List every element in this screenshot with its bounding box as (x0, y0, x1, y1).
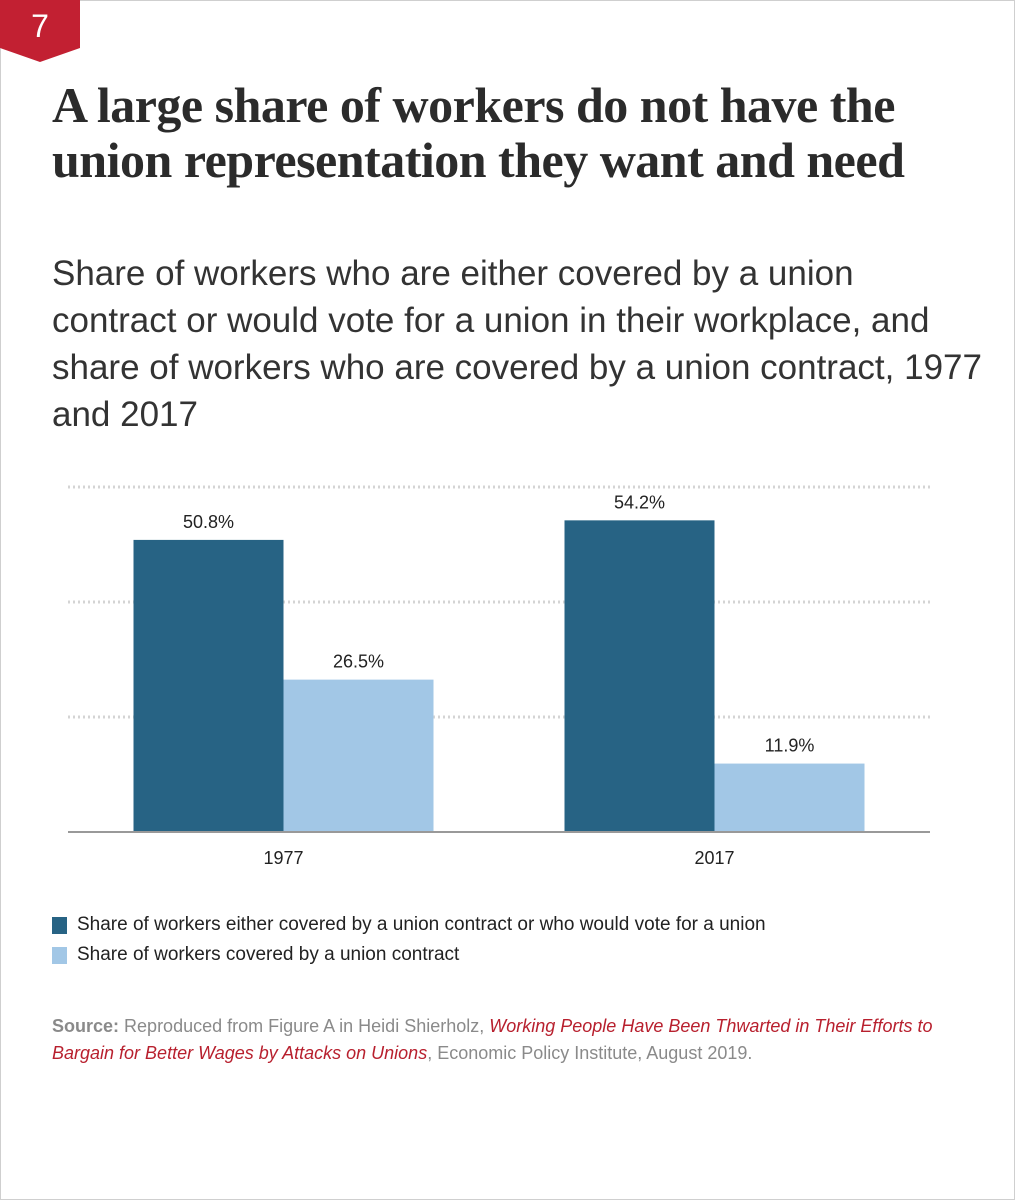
bar-2017-series-1 (564, 520, 715, 832)
data-label-2017-series-1: 54.2% (614, 492, 665, 512)
source-suffix: , Economic Policy Institute, August 2019… (427, 1043, 753, 1063)
bar-1977-series-1 (133, 539, 284, 832)
legend-label-either: Share of workers either covered by a uni… (77, 914, 766, 935)
chart-subtitle: Share of workers who are either covered … (52, 254, 982, 434)
figure-number: 7 (31, 8, 49, 44)
source-label: Source: (52, 1016, 120, 1036)
x-tick-label-1977: 1977 (263, 848, 303, 868)
data-label-1977-series-2: 26.5% (333, 652, 384, 672)
legend-item-either: Share of workers either covered by a uni… (52, 910, 982, 940)
legend-item-covered: Share of workers covered by a union cont… (52, 940, 982, 970)
bar-2017-series-2 (714, 763, 865, 832)
data-label-2017-series-2: 11.9% (765, 736, 815, 756)
legend-label-covered: Share of workers covered by a union cont… (77, 944, 460, 965)
source-publication-link[interactable]: Working People Have Been Thwarted in The… (52, 1016, 933, 1063)
legend-swatch-light (52, 946, 67, 964)
figure-number-badge: 7 (0, 0, 80, 62)
source-note: Source: Reproduced from Figure A in Heid… (52, 1013, 942, 1067)
x-tick-label-2017: 2017 (694, 848, 734, 868)
chart-legend: Share of workers either covered by a uni… (52, 910, 982, 970)
legend-swatch-dark (52, 916, 67, 934)
bar-1977-series-2 (283, 679, 434, 832)
chart-title: A large share of workers do not have the… (52, 77, 905, 188)
bar-chart: 50.8% 26.5% 1977 54.2% 11.9% 2017 (68, 485, 930, 868)
data-label-1977-series-1: 50.8% (183, 512, 234, 532)
source-prefix: Reproduced from Figure A in Heidi Shierh… (124, 1016, 485, 1036)
